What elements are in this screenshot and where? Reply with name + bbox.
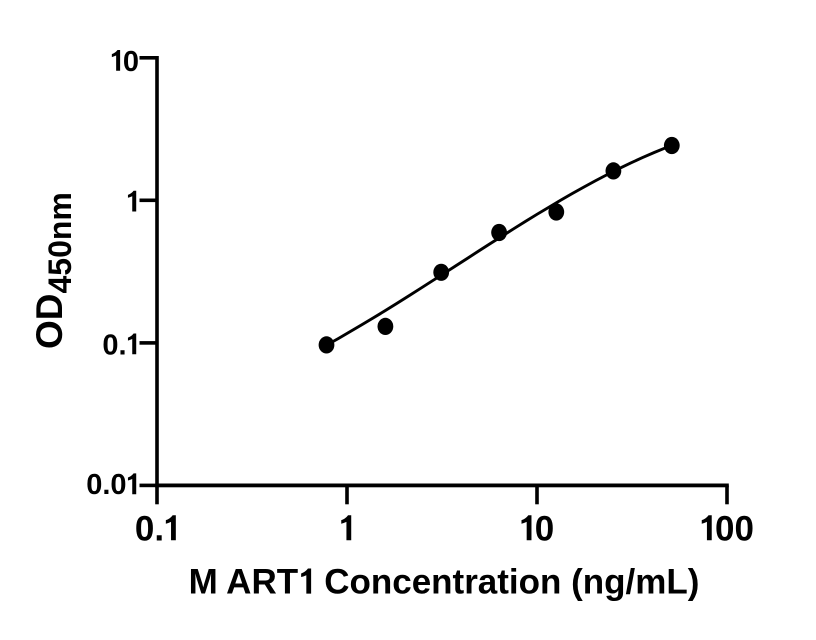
svg-text:0: 0 — [123, 46, 139, 78]
svg-text:0: 0 — [535, 509, 554, 548]
svg-text:OD450nm: OD450nm — [29, 192, 78, 349]
svg-text:M ART: M ART — [189, 563, 299, 602]
svg-text:0.: 0. — [102, 329, 126, 361]
svg-text:0.0: 0.0 — [86, 469, 126, 501]
svg-text:00: 00 — [715, 509, 754, 548]
svg-text:Concentration (ng/mL): Concentration (ng/mL) — [324, 563, 699, 602]
svg-text:0.: 0. — [135, 509, 164, 548]
